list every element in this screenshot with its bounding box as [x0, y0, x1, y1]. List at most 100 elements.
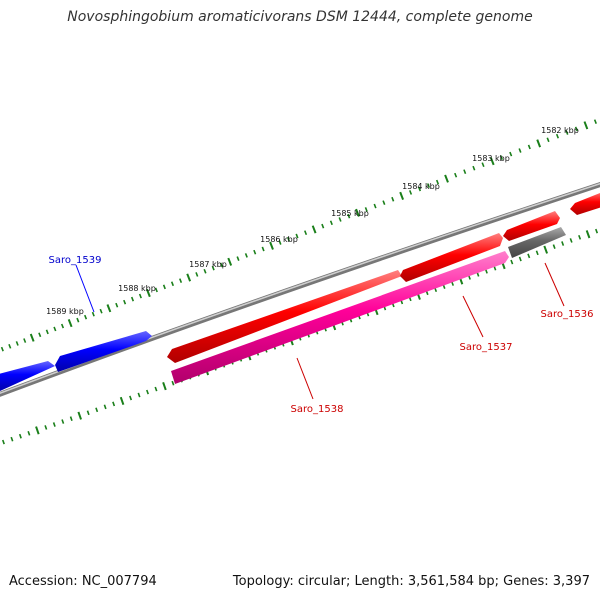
ruler-tick-mark — [527, 253, 531, 259]
ruler-tick-mark — [86, 410, 90, 416]
ruler-tick-mark — [67, 318, 73, 328]
ruler-tick-mark — [518, 148, 522, 153]
map-title: Novosphingobium aromaticivorans DSM 1244… — [67, 9, 533, 25]
ruler-tick-mark — [45, 329, 49, 335]
ruler-tick-mark — [44, 425, 48, 430]
ruler-tick-mark — [119, 396, 125, 406]
ruler-tick-mark — [578, 234, 582, 240]
ruler-tick-mark — [585, 230, 591, 239]
ruler-tick-mark — [509, 151, 513, 157]
gene-arrow-saro-1536[interactable] — [508, 227, 566, 258]
ruler-tick-mark — [179, 278, 183, 284]
ruler-tick-mark — [569, 238, 573, 243]
ruler-label-1583: 1583 kbp — [472, 154, 510, 163]
ruler-tick-mark — [382, 200, 386, 206]
gene-arrow-forward-2[interactable] — [400, 233, 503, 282]
ruler-tick-mark — [338, 217, 342, 222]
ruler-tick-mark — [286, 236, 291, 242]
ruler-tick-mark — [171, 380, 175, 386]
gene-arrow-forward-3[interactable] — [503, 211, 560, 241]
ruler-tick-mark — [253, 249, 257, 255]
ruler-tick-mark — [311, 225, 317, 234]
ruler-tick-mark — [444, 174, 449, 183]
gene-arrow-saro-1539-tail[interactable] — [0, 361, 55, 391]
ruler-tick-mark — [373, 203, 377, 209]
ruler-tick-mark — [27, 430, 31, 436]
ruler-tick-mark — [527, 144, 531, 150]
ruler-tick-mark — [565, 130, 569, 135]
genome-backbone — [0, 182, 600, 397]
ruler-tick-mark — [69, 416, 73, 421]
ruler-tick-mark — [399, 191, 405, 200]
ruler-tick-mark — [162, 382, 167, 391]
ruler-tick-mark — [269, 241, 274, 250]
ruler-tick-mark — [154, 386, 158, 392]
ruler-tick-mark — [552, 244, 556, 249]
ruler-tick-mark — [543, 245, 549, 254]
ruler-tick-mark — [137, 392, 141, 398]
ruler-tick-mark — [261, 246, 265, 252]
ruler-tick-mark — [112, 401, 116, 407]
gene-label-saro-1538[interactable]: Saro_1538 — [291, 404, 344, 415]
ruler-tick-mark — [593, 119, 597, 125]
ruler-tick-mark — [35, 426, 40, 435]
genome-summary-text: Topology: circular; Length: 3,561,584 bp… — [232, 574, 590, 589]
ruler-tick-mark — [278, 240, 282, 245]
gene-label-saro-1536[interactable]: Saro_1536 — [541, 309, 594, 320]
ruler-label-1584: 1584 kbp — [402, 182, 440, 191]
label-line-saro-1537 — [462, 295, 484, 338]
ruler-tick-mark — [409, 190, 413, 195]
ruler-tick-mark — [203, 268, 207, 274]
ruler-tick-mark — [499, 155, 503, 160]
ruler-tick-mark — [295, 233, 299, 239]
ruler-tick-mark — [535, 250, 539, 256]
ruler-tick-mark — [583, 121, 589, 130]
ruler-tick-mark — [60, 323, 65, 329]
gene-arrow-forward-4[interactable] — [570, 191, 600, 215]
ruler-tick-mark — [355, 208, 360, 217]
ruler-label-1585: 1585 kbp — [331, 209, 369, 218]
ruler-tick-mark — [347, 213, 351, 219]
ruler-tick-mark — [472, 165, 476, 171]
ruler-tick-mark — [170, 281, 175, 287]
ruler-label-1589: 1589 kbp — [46, 307, 84, 316]
ruler-tick-mark — [0, 346, 4, 352]
label-line-saro-1536 — [544, 262, 565, 307]
gene-arrow-saro-1537[interactable] — [167, 270, 402, 363]
gene-label-saro-1539[interactable]: Saro_1539 — [49, 255, 102, 266]
ruler-tick-mark — [61, 419, 65, 424]
ruler-label-1587: 1587 kbp — [189, 260, 227, 269]
ruler-tick-mark — [518, 256, 522, 262]
ruler-tick-mark — [329, 220, 333, 226]
gene-label-saro-1537[interactable]: Saro_1537 — [460, 342, 513, 353]
ruler-tick-mark — [103, 404, 107, 410]
ruler-tick-mark — [236, 256, 240, 261]
ruler-tick-mark — [435, 179, 440, 185]
ruler-tick-mark — [84, 314, 88, 320]
ruler-tick-mark — [481, 162, 485, 168]
ruler-tick-mark — [91, 311, 95, 317]
ruler-label-1582: 1582 kbp — [541, 126, 579, 135]
ruler-tick-mark — [391, 196, 395, 202]
ruler-tick-mark — [106, 304, 112, 313]
ruler-tick-mark — [154, 287, 158, 293]
ruler-tick-mark — [1, 439, 5, 445]
label-line-saro-1538 — [296, 357, 314, 400]
gene-arrow-saro-1539[interactable] — [55, 331, 152, 372]
ruler-tick-mark — [53, 326, 57, 332]
ruler-tick-mark — [417, 186, 422, 192]
ruler-tick-mark — [99, 308, 103, 314]
ruler-tick-mark — [38, 332, 42, 338]
ruler-tick-mark — [29, 333, 35, 342]
ruler-tick-mark — [146, 288, 151, 298]
gene-arrow-saro-1538[interactable] — [171, 251, 509, 384]
ruler-tick-mark — [10, 436, 14, 442]
ruler-tick-mark — [211, 265, 215, 271]
ruler-tick-mark — [162, 284, 166, 290]
ruler-tick-mark — [115, 302, 119, 308]
ruler-tick-mark — [95, 407, 99, 413]
ruler-tick-mark — [219, 262, 223, 268]
ruler-tick-mark — [130, 296, 135, 302]
ruler-tick-mark — [123, 299, 127, 305]
ruler-tick-mark — [227, 257, 233, 266]
